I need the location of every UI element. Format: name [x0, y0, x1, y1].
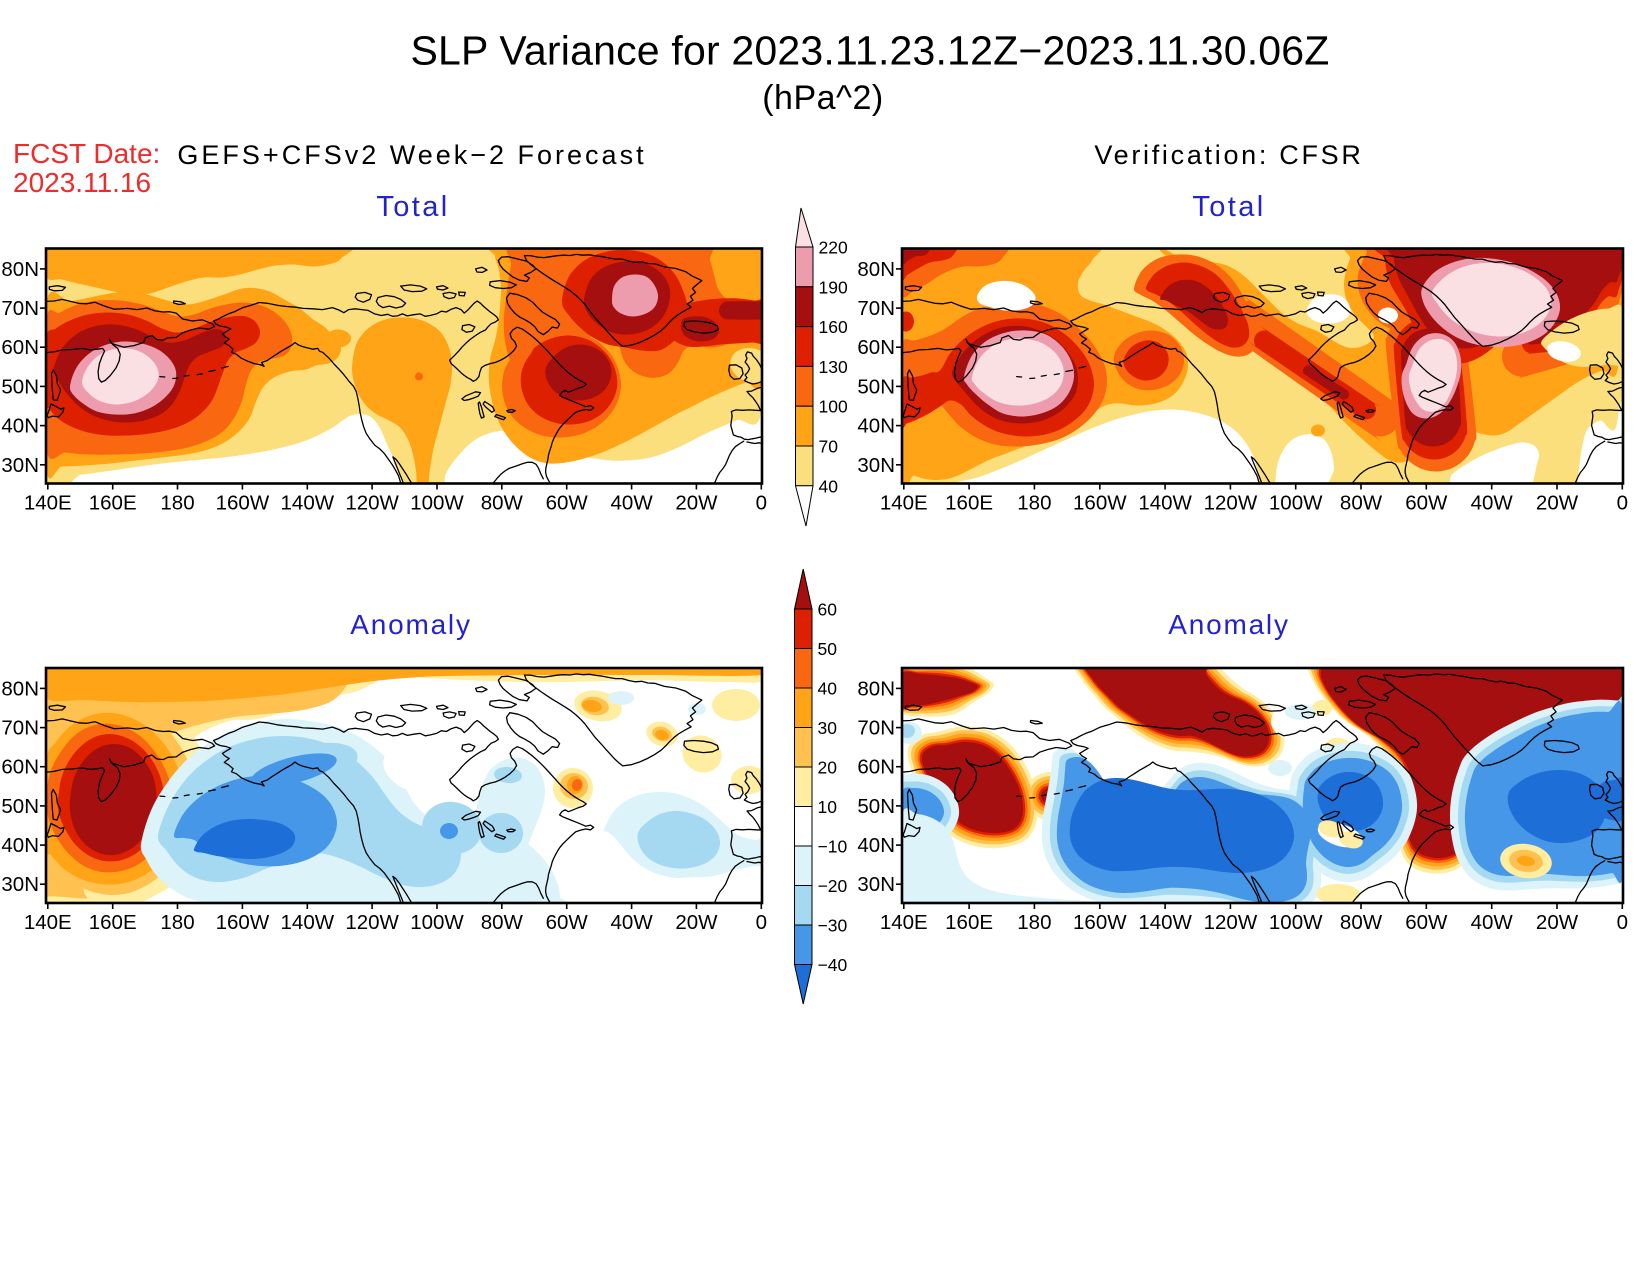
svg-text:80W: 80W	[481, 492, 524, 515]
svg-text:100: 100	[819, 397, 848, 417]
svg-text:80W: 80W	[481, 911, 524, 934]
svg-text:−10: −10	[818, 837, 848, 857]
svg-text:50: 50	[818, 639, 838, 659]
svg-text:180: 180	[1017, 492, 1051, 515]
svg-text:140E: 140E	[880, 492, 928, 515]
svg-text:50N: 50N	[1, 795, 39, 818]
svg-text:190: 190	[819, 277, 848, 297]
svg-text:140E: 140E	[24, 492, 72, 515]
svg-text:80N: 80N	[1, 258, 39, 281]
svg-text:30N: 30N	[857, 873, 895, 896]
svg-text:40N: 40N	[1, 834, 39, 857]
svg-text:−40: −40	[818, 955, 848, 975]
svg-text:60W: 60W	[1405, 911, 1448, 934]
svg-text:20W: 20W	[675, 492, 718, 515]
svg-text:100W: 100W	[1269, 911, 1323, 934]
svg-text:180: 180	[160, 492, 194, 515]
svg-text:80W: 80W	[1340, 492, 1383, 515]
svg-text:Anomaly: Anomaly	[350, 609, 472, 640]
svg-text:60W: 60W	[546, 492, 589, 515]
svg-text:140W: 140W	[1138, 492, 1192, 515]
svg-text:140W: 140W	[1138, 911, 1192, 934]
svg-text:Total: Total	[1192, 191, 1265, 223]
svg-text:60W: 60W	[546, 911, 589, 934]
svg-text:140E: 140E	[24, 911, 72, 934]
svg-text:220: 220	[819, 238, 848, 258]
svg-text:FCST Date:: FCST Date:	[13, 138, 160, 169]
svg-text:40N: 40N	[857, 834, 895, 857]
svg-text:70N: 70N	[857, 297, 895, 320]
svg-text:GEFS+CFSv2 Week−2 Forecast: GEFS+CFSv2 Week−2 Forecast	[177, 140, 646, 170]
svg-text:20W: 20W	[1536, 492, 1579, 515]
svg-text:40W: 40W	[611, 911, 654, 934]
svg-text:80W: 80W	[1340, 911, 1383, 934]
svg-text:20W: 20W	[1536, 911, 1579, 934]
svg-text:130: 130	[819, 357, 848, 377]
svg-text:30N: 30N	[1, 454, 39, 477]
svg-text:160W: 160W	[1073, 911, 1127, 934]
svg-text:50N: 50N	[857, 375, 895, 398]
svg-text:50N: 50N	[1, 375, 39, 398]
svg-text:100W: 100W	[410, 492, 464, 515]
svg-text:140E: 140E	[880, 911, 928, 934]
svg-text:30N: 30N	[857, 454, 895, 477]
svg-text:160E: 160E	[89, 911, 137, 934]
svg-text:−20: −20	[818, 876, 848, 896]
svg-text:70: 70	[819, 437, 839, 457]
svg-text:160E: 160E	[945, 911, 993, 934]
svg-text:40N: 40N	[857, 415, 895, 438]
svg-text:10: 10	[818, 797, 838, 817]
svg-text:100W: 100W	[1269, 492, 1323, 515]
svg-text:180: 180	[1017, 911, 1051, 934]
svg-text:40N: 40N	[1, 415, 39, 438]
svg-text:30: 30	[818, 718, 838, 738]
svg-text:70N: 70N	[1, 717, 39, 740]
svg-text:80N: 80N	[857, 258, 895, 281]
svg-text:0: 0	[1617, 911, 1628, 934]
svg-text:−30: −30	[818, 916, 848, 936]
svg-text:60: 60	[818, 600, 838, 620]
svg-text:Anomaly: Anomaly	[1168, 609, 1290, 640]
svg-text:120W: 120W	[1204, 492, 1258, 515]
svg-text:60N: 60N	[1, 336, 39, 359]
svg-text:60N: 60N	[857, 336, 895, 359]
svg-text:60W: 60W	[1405, 492, 1448, 515]
svg-text:0: 0	[756, 911, 767, 934]
svg-text:0: 0	[1617, 492, 1628, 515]
svg-text:180: 180	[160, 911, 194, 934]
svg-text:120W: 120W	[345, 492, 399, 515]
svg-text:20: 20	[818, 758, 838, 778]
svg-text:70N: 70N	[857, 717, 895, 740]
svg-text:120W: 120W	[345, 911, 399, 934]
svg-text:50N: 50N	[857, 795, 895, 818]
svg-text:80N: 80N	[1, 677, 39, 700]
svg-text:40W: 40W	[611, 492, 654, 515]
svg-text:160: 160	[819, 317, 848, 337]
svg-text:40: 40	[818, 679, 838, 699]
svg-text:70N: 70N	[1, 297, 39, 320]
svg-text:160E: 160E	[945, 492, 993, 515]
svg-text:40: 40	[819, 476, 839, 496]
svg-text:100W: 100W	[410, 911, 464, 934]
svg-text:20W: 20W	[675, 911, 718, 934]
svg-text:60N: 60N	[857, 756, 895, 779]
svg-text:40W: 40W	[1471, 911, 1514, 934]
svg-text:30N: 30N	[1, 873, 39, 896]
svg-text:120W: 120W	[1204, 911, 1258, 934]
svg-text:0: 0	[756, 492, 767, 515]
svg-text:160W: 160W	[216, 911, 270, 934]
svg-text:160E: 160E	[89, 492, 137, 515]
svg-text:(hPa^2): (hPa^2)	[762, 79, 884, 117]
svg-text:80N: 80N	[857, 677, 895, 700]
svg-text:140W: 140W	[281, 492, 335, 515]
svg-text:160W: 160W	[1073, 492, 1127, 515]
svg-text:Total: Total	[376, 191, 449, 223]
svg-text:140W: 140W	[281, 911, 335, 934]
svg-text:SLP Variance for 2023.11.23.12: SLP Variance for 2023.11.23.12Z−2023.11.…	[410, 28, 1329, 74]
svg-text:2023.11.16: 2023.11.16	[13, 167, 151, 198]
svg-text:60N: 60N	[1, 756, 39, 779]
svg-text:160W: 160W	[216, 492, 270, 515]
svg-text:Verification: CFSR: Verification: CFSR	[1094, 140, 1363, 170]
svg-text:40W: 40W	[1471, 492, 1514, 515]
